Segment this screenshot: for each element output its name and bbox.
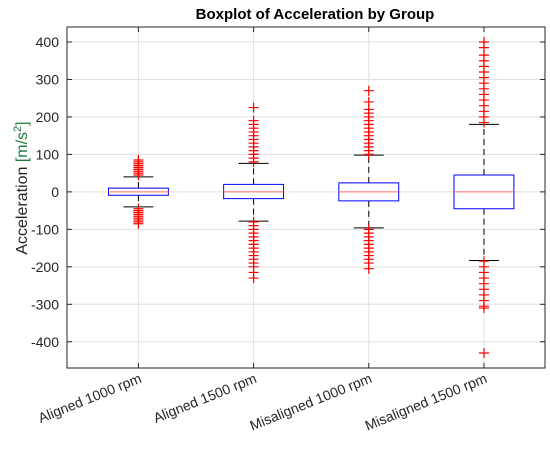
y-axis-label: Acceleration [m/s2] <box>12 121 31 254</box>
x-category-label: Aligned 1500 rpm <box>151 370 259 426</box>
outlier-marker <box>248 273 259 284</box>
box-group <box>338 85 400 274</box>
outlier-marker <box>363 85 374 96</box>
outlier-marker <box>478 348 489 359</box>
outlier-marker <box>248 102 259 113</box>
y-tick-label: 100 <box>36 146 60 162</box>
outlier-marker <box>248 115 259 126</box>
outlier-marker <box>133 155 144 166</box>
y-axis-ticks: -400 -300 -200 -100 0 100 200 300 400 <box>31 34 545 350</box>
x-category-label: Misaligned 1000 rpm <box>247 370 373 434</box>
outlier-marker <box>478 36 489 47</box>
boxes-layer <box>107 36 515 359</box>
y-axis-label-text: Acceleration <box>14 167 31 255</box>
box-group <box>107 155 169 229</box>
outlier-marker <box>363 96 374 107</box>
y-tick-label: 300 <box>36 71 60 87</box>
chart-title: Boxplot of Acceleration by Group <box>196 6 435 23</box>
outlier-marker <box>133 218 144 229</box>
y-tick-label: -400 <box>31 334 59 350</box>
y-tick-label: -200 <box>31 259 59 275</box>
y-axis-label-unit-close: ] <box>14 121 31 125</box>
y-axis-label-unit-sup: 2 <box>12 126 24 132</box>
box-group <box>223 102 285 284</box>
box-group <box>453 36 515 359</box>
y-tick-label: 400 <box>36 34 60 50</box>
y-tick-label: -300 <box>31 296 59 312</box>
x-category-label: Misaligned 1500 rpm <box>363 370 489 434</box>
y-tick-label: 200 <box>36 109 60 125</box>
x-category-label: Aligned 1000 rpm <box>36 370 144 426</box>
x-axis-ticks: Aligned 1000 rpm Aligned 1500 rpmMisalign… <box>36 27 489 433</box>
outlier-marker <box>363 263 374 274</box>
outlier-marker <box>478 303 489 314</box>
y-axis-label-unit: [m/s <box>14 132 31 162</box>
plot-frame <box>66 26 546 369</box>
y-tick-label: 0 <box>51 184 59 200</box>
y-tick-label: -100 <box>31 221 59 237</box>
